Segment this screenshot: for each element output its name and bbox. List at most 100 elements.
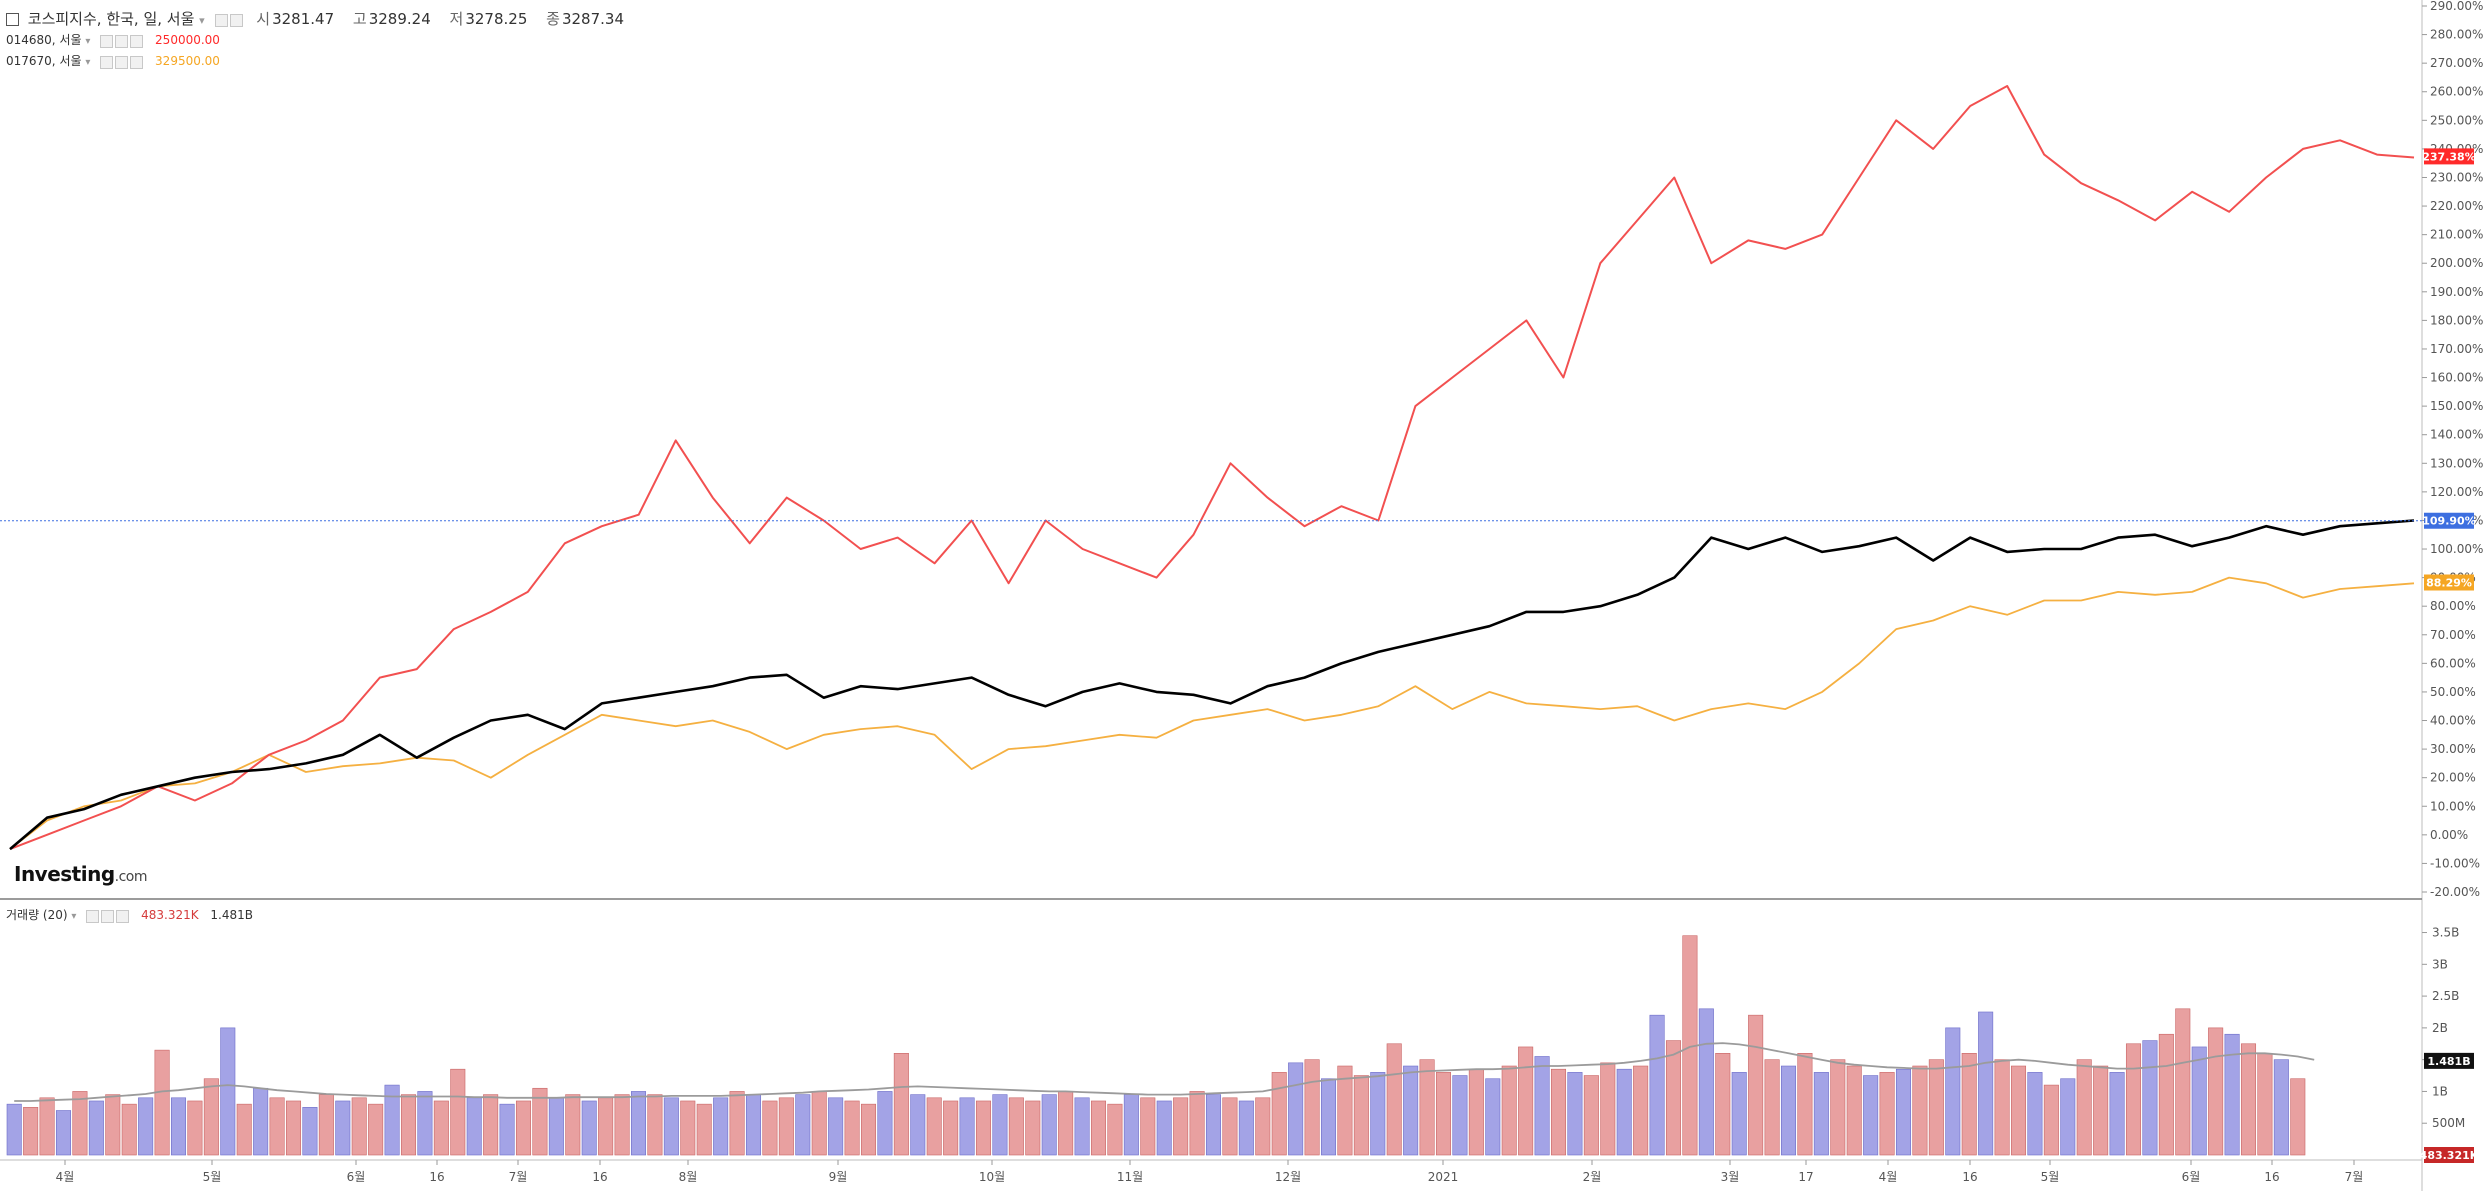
volume-bar bbox=[828, 1097, 844, 1156]
marker-017670-bg bbox=[2424, 574, 2474, 591]
volume-bar bbox=[483, 1094, 499, 1156]
volume-bar bbox=[2175, 1008, 2191, 1156]
y-tick-label: 100.00% bbox=[2430, 542, 2483, 556]
volume-bar bbox=[23, 1107, 39, 1156]
y-tick-label: -10.00% bbox=[2430, 856, 2480, 870]
volume-bar bbox=[433, 1100, 449, 1156]
volume-bar bbox=[926, 1097, 942, 1156]
volume-bar bbox=[417, 1091, 433, 1156]
volume-bar bbox=[1008, 1097, 1024, 1156]
collapse-square-icon[interactable] bbox=[6, 13, 19, 26]
volume-bar bbox=[1255, 1097, 1271, 1156]
settings-icon[interactable] bbox=[115, 34, 129, 48]
volume-bar bbox=[1485, 1078, 1501, 1156]
series-controls[interactable] bbox=[100, 34, 145, 48]
volume-bar bbox=[1978, 1011, 1994, 1156]
volume-bar bbox=[1222, 1097, 1238, 1156]
close-icon[interactable] bbox=[130, 55, 144, 69]
volume-bar bbox=[696, 1103, 712, 1156]
dropdown-arrow-icon[interactable]: ▾ bbox=[85, 57, 91, 68]
volume-bar bbox=[795, 1094, 811, 1156]
settings-icon[interactable] bbox=[230, 13, 244, 27]
marker-017670: 88.29% bbox=[2426, 577, 2472, 590]
marker-kospi-bg bbox=[2424, 512, 2474, 529]
y-tick-label: 220.00% bbox=[2430, 199, 2483, 213]
y-tick-label: 200.00% bbox=[2430, 256, 2483, 270]
symbol-title[interactable]: 코스피지수, 한국, 일, 서울 bbox=[27, 10, 195, 28]
volume-bar bbox=[72, 1091, 88, 1156]
series-controls[interactable] bbox=[100, 55, 145, 69]
compare-symbol[interactable]: 017670, 서울 bbox=[6, 54, 82, 68]
volume-bar bbox=[1813, 1072, 1829, 1156]
volume-bar bbox=[88, 1100, 104, 1156]
close-icon[interactable] bbox=[116, 909, 130, 923]
volume-bar bbox=[647, 1094, 663, 1156]
volume-bar bbox=[1025, 1100, 1041, 1156]
volume-bar bbox=[138, 1097, 154, 1156]
volume-bar bbox=[450, 1068, 466, 1156]
volume-bar bbox=[1370, 1072, 1386, 1156]
volume-bar bbox=[680, 1100, 696, 1156]
volume-bar bbox=[1830, 1059, 1846, 1156]
x-tick-label: 6월 bbox=[2182, 1170, 2201, 1184]
volume-bar bbox=[992, 1094, 1008, 1156]
volume-bar bbox=[1238, 1100, 1254, 1156]
y-tick-label: 170.00% bbox=[2430, 342, 2483, 356]
dropdown-arrow-icon[interactable]: ▾ bbox=[85, 36, 91, 47]
series-controls[interactable] bbox=[86, 909, 131, 923]
volume-bar bbox=[598, 1097, 614, 1156]
settings-icon[interactable] bbox=[115, 55, 129, 69]
compare-symbol[interactable]: 014680, 서울 bbox=[6, 33, 82, 47]
volume-bar bbox=[1731, 1072, 1747, 1156]
volume-bar bbox=[1353, 1075, 1369, 1156]
volume-bar bbox=[1058, 1091, 1074, 1156]
dropdown-arrow-icon[interactable]: ▾ bbox=[199, 14, 205, 27]
volume-bar bbox=[1780, 1065, 1797, 1156]
eye-icon[interactable] bbox=[100, 55, 114, 69]
series-controls[interactable] bbox=[215, 11, 245, 29]
volume-bar bbox=[1452, 1075, 1468, 1156]
volume-bar bbox=[466, 1097, 482, 1156]
eye-icon[interactable] bbox=[215, 13, 229, 27]
volume-bar bbox=[1633, 1065, 1649, 1156]
volume-y-tick-label: 1B bbox=[2432, 1084, 2448, 1098]
volume-bar bbox=[1041, 1094, 1057, 1156]
volume-bar bbox=[975, 1100, 992, 1156]
chart-header: 코스피지수, 한국, 일, 서울 ▾ 시 3281.47 고 3289.24 저 32… bbox=[6, 8, 638, 29]
volume-bar bbox=[318, 1094, 334, 1156]
y-tick-label: 120.00% bbox=[2430, 485, 2483, 499]
volume-bar bbox=[269, 1097, 285, 1156]
eye-icon[interactable] bbox=[100, 34, 114, 48]
volume-y-tick-label: 2B bbox=[2432, 1021, 2448, 1035]
volume-bar bbox=[2158, 1033, 2174, 1156]
compare-legend-1: 014680, 서울 ▾ 250000.00 bbox=[6, 31, 220, 48]
volume-label[interactable]: 거래량 (20) bbox=[6, 908, 68, 922]
volume-bar bbox=[351, 1097, 367, 1156]
volume-bar bbox=[1501, 1065, 1517, 1156]
settings-icon[interactable] bbox=[101, 909, 115, 923]
volume-bar bbox=[1748, 1014, 1764, 1156]
volume-bar bbox=[1271, 1072, 1287, 1156]
volume-bar bbox=[565, 1094, 581, 1156]
volume-bar bbox=[1403, 1065, 1419, 1156]
volume-bar bbox=[384, 1084, 400, 1156]
x-tick-label: 4월 bbox=[1879, 1170, 1898, 1184]
logo-suffix: .com bbox=[114, 869, 148, 885]
close-icon[interactable] bbox=[130, 34, 144, 48]
volume-bar bbox=[762, 1100, 778, 1156]
y-tick-label: 10.00% bbox=[2430, 799, 2476, 813]
y-tick-label: 230.00% bbox=[2430, 170, 2483, 184]
x-tick-label: 17 bbox=[1798, 1170, 1813, 1184]
y-tick-label: 40.00% bbox=[2430, 714, 2476, 728]
volume-bar bbox=[1879, 1072, 1895, 1156]
series-kospi-line bbox=[9, 519, 2415, 851]
volume-bar bbox=[2010, 1065, 2027, 1156]
volume-bar bbox=[1205, 1094, 1222, 1156]
volume-bar bbox=[1649, 1014, 1665, 1156]
dropdown-arrow-icon[interactable]: ▾ bbox=[71, 911, 77, 922]
marker-volume: 483.321K bbox=[2420, 1149, 2479, 1162]
volume-bar bbox=[170, 1097, 187, 1156]
eye-icon[interactable] bbox=[86, 909, 100, 923]
volume-bar bbox=[1534, 1056, 1550, 1156]
